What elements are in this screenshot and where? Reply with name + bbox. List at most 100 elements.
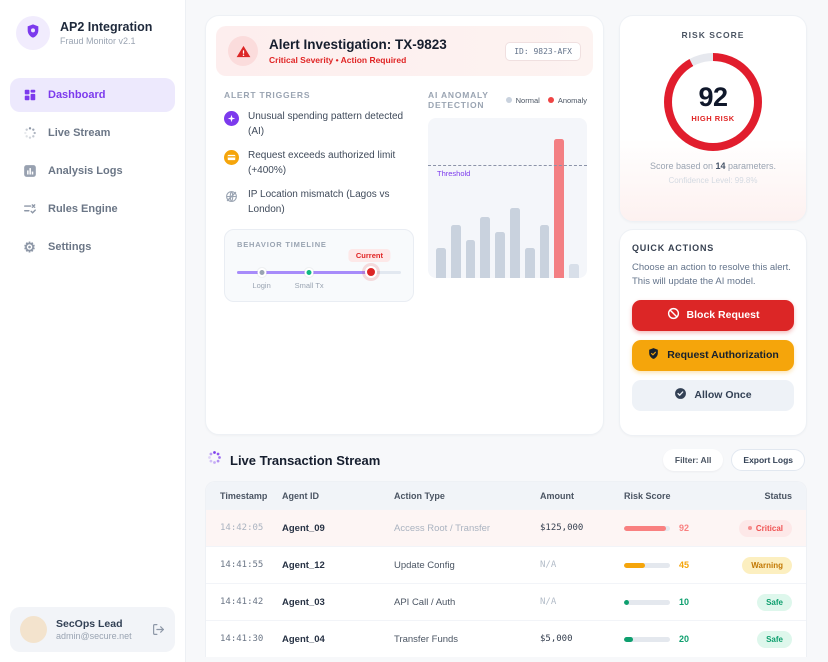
anomaly-bar-chart: Threshold bbox=[428, 118, 587, 278]
timeline-label-login: Login bbox=[252, 281, 271, 290]
cell-amount: N/A bbox=[540, 597, 557, 607]
alert-investigation-card: Alert Investigation: TX-9823 Critical Se… bbox=[205, 15, 604, 435]
timeline-point-login bbox=[257, 268, 267, 277]
col-status: Status bbox=[764, 490, 792, 501]
quick-actions-description: Choose an action to resolve this alert. … bbox=[632, 262, 791, 287]
cell-action-type: Access Root / Transfer bbox=[394, 522, 491, 534]
sidebar-item-dashboard[interactable]: Dashboard bbox=[10, 78, 175, 112]
check-circle-icon bbox=[674, 387, 687, 403]
transaction-table: Timestamp Agent ID Action Type Amount Ri… bbox=[205, 481, 807, 657]
cell-timestamp: 14:42:05 bbox=[220, 523, 264, 533]
cell-amount: N/A bbox=[540, 560, 557, 570]
legend-normal-dot bbox=[505, 97, 512, 103]
cell-agent-id: Agent_03 bbox=[282, 596, 325, 608]
anomaly-detection-panel: AI ANOMALY DETECTION Normal Anomaly bbox=[428, 90, 587, 302]
chart-bar-anomaly bbox=[554, 138, 565, 278]
sidebar-item-label: Live Stream bbox=[48, 127, 111, 139]
sidebar-item-settings[interactable]: ⚙ Settings bbox=[10, 230, 175, 264]
shield-check-icon bbox=[647, 347, 660, 363]
ai-sparkle-icon bbox=[224, 111, 239, 126]
export-logs-button[interactable]: Export Logs bbox=[731, 449, 805, 471]
timeline-label-small-tx: Small Tx bbox=[294, 281, 324, 290]
cell-agent-id: Agent_09 bbox=[282, 522, 325, 534]
table-row[interactable]: 14:42:05 Agent_09 Access Root / Transfer… bbox=[206, 509, 806, 546]
chart-bar bbox=[495, 231, 505, 278]
chart-legend: Normal Anomaly bbox=[505, 95, 587, 105]
status-badge: Safe bbox=[757, 630, 792, 648]
trigger-text: Unusual spending pattern detected (AI) bbox=[248, 111, 404, 137]
risk-level-label: HIGH RISK bbox=[691, 113, 735, 123]
chart-bar bbox=[450, 225, 461, 278]
table-row[interactable]: 14:41:55 Agent_12 Update Config N/A 45 W… bbox=[206, 546, 806, 583]
block-icon bbox=[667, 307, 680, 323]
trigger-text: IP Location mismatch (Lagos vs London) bbox=[248, 189, 390, 215]
user-card[interactable]: SecOps Lead admin@secure.net bbox=[10, 607, 175, 652]
alert-id-badge: ID: 9823-AFX bbox=[505, 41, 581, 61]
table-row[interactable]: 14:41:42 Agent_03 API Call / Auth N/A 10… bbox=[206, 583, 806, 620]
pulse-dot bbox=[747, 526, 752, 530]
block-request-button[interactable]: Block Request bbox=[632, 299, 794, 331]
trigger-item: Request exceeds authorized limit (+400%) bbox=[224, 149, 414, 178]
chart-bar bbox=[465, 239, 476, 278]
sidebar-item-rules-engine[interactable]: Rules Engine bbox=[10, 192, 175, 226]
timeline-current-badge: Current bbox=[348, 249, 390, 262]
gear-icon: ⚙ bbox=[23, 239, 36, 255]
main-content: Alert Investigation: TX-9823 Critical Se… bbox=[186, 0, 828, 657]
cell-timestamp: 14:41:42 bbox=[220, 597, 264, 607]
legend-normal-label: Normal bbox=[515, 95, 540, 105]
table-header-row: Timestamp Agent ID Action Type Amount Ri… bbox=[206, 482, 806, 509]
legend-anomaly-dot bbox=[547, 97, 554, 103]
alert-triggers-label: ALERT TRIGGERS bbox=[224, 90, 311, 100]
cell-risk-score: 20 bbox=[624, 634, 736, 644]
card-icon bbox=[224, 150, 239, 165]
allow-once-button[interactable]: Allow Once bbox=[632, 379, 794, 411]
cell-action-type: Update Config bbox=[394, 559, 455, 571]
risk-score-value: 92 bbox=[698, 81, 728, 112]
trigger-item: Unusual spending pattern detected (AI) bbox=[224, 110, 414, 139]
chart-bar bbox=[524, 247, 535, 278]
risk-score-card: RISK SCORE 92 HIGH RISK Score based on 1… bbox=[619, 15, 807, 222]
grid-icon bbox=[22, 88, 37, 103]
table-row[interactable]: 14:41:30 Agent_04 Transfer Funds $5,000 … bbox=[206, 620, 806, 657]
filter-button[interactable]: Filter: All bbox=[662, 449, 724, 471]
request-authorization-button[interactable]: Request Authorization bbox=[632, 339, 794, 371]
chart-bar bbox=[480, 217, 491, 278]
globe-slash-icon bbox=[224, 189, 239, 204]
chart-bar bbox=[436, 247, 446, 278]
col-agent-id: Agent ID bbox=[282, 490, 319, 501]
sidebar: AP2 Integration Fraud Monitor v2.1 Dashb… bbox=[0, 0, 186, 662]
sidebar-item-analysis-logs[interactable]: Analysis Logs bbox=[10, 154, 175, 188]
cell-agent-id: Agent_12 bbox=[282, 559, 325, 571]
bar-chart-icon bbox=[22, 164, 37, 179]
confidence-level: Confidence Level: 99.8% bbox=[668, 176, 758, 185]
chart-bar bbox=[539, 225, 550, 278]
legend-anomaly-label: Anomaly bbox=[557, 95, 587, 105]
cell-risk-score: 92 bbox=[624, 523, 736, 533]
status-badge: Warning bbox=[742, 556, 792, 574]
timeline-point-small-tx bbox=[304, 268, 314, 277]
timeline-point-current bbox=[365, 266, 378, 278]
col-timestamp: Timestamp bbox=[220, 490, 268, 501]
spinner-icon bbox=[207, 450, 222, 470]
risk-note: Score based on 14 parameters. bbox=[649, 161, 777, 171]
logout-icon[interactable] bbox=[152, 623, 165, 636]
app-subtitle: Fraud Monitor v2.1 bbox=[60, 36, 136, 46]
sidebar-item-live-stream[interactable]: Live Stream bbox=[10, 116, 175, 150]
sidebar-item-label: Rules Engine bbox=[48, 203, 118, 215]
stream-header: Live Transaction Stream Filter: All Expo… bbox=[207, 449, 805, 471]
trigger-item: IP Location mismatch (Lagos vs London) bbox=[224, 188, 414, 217]
cell-amount: $5,000 bbox=[540, 634, 573, 644]
col-action-type: Action Type bbox=[394, 490, 445, 501]
chart-bar bbox=[569, 263, 579, 278]
user-email: admin@secure.net bbox=[56, 631, 132, 641]
cell-action-type: API Call / Auth bbox=[394, 596, 456, 608]
cell-timestamp: 14:41:30 bbox=[220, 634, 264, 644]
app-title: AP2 Integration bbox=[60, 20, 153, 34]
app-logo bbox=[16, 16, 50, 50]
user-name: SecOps Lead bbox=[56, 618, 123, 630]
cell-timestamp: 14:41:55 bbox=[220, 560, 264, 570]
alert-banner: Alert Investigation: TX-9823 Critical Se… bbox=[216, 26, 593, 76]
sidebar-item-label: Settings bbox=[48, 241, 92, 253]
cell-risk-score: 45 bbox=[624, 560, 736, 570]
threshold-label: Threshold bbox=[437, 169, 471, 178]
